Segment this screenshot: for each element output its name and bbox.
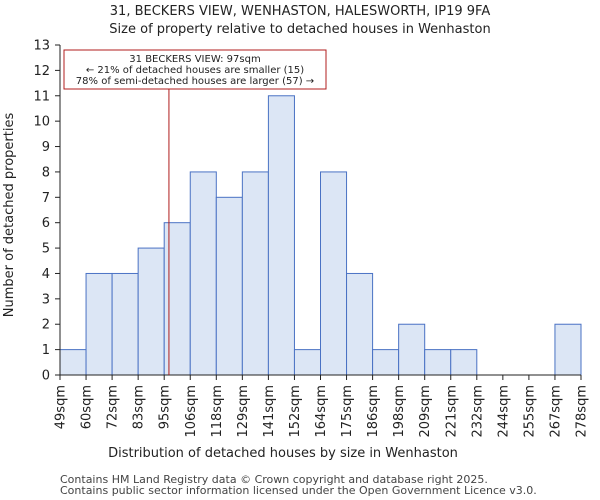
x-tick-label: 209sqm <box>418 385 433 438</box>
y-tick-label: 8 <box>42 165 50 180</box>
x-tick-label: 232sqm <box>470 385 485 438</box>
x-tick-label: 186sqm <box>366 385 381 438</box>
x-tick-label: 106sqm <box>184 385 199 438</box>
x-axis-label: Distribution of detached houses by size … <box>108 446 458 461</box>
bar-221sqm <box>450 349 478 376</box>
x-axis-ticks: 49sqm 60sqm 72sqm 83sqm 95sqm 106sqm 118sqm 129… <box>54 375 590 438</box>
y-tick-label: 9 <box>42 140 50 155</box>
x-tick-label: 152sqm <box>288 385 303 438</box>
y-tick-label: 12 <box>33 64 50 79</box>
x-tick-label: 118sqm <box>210 385 225 438</box>
y-tick-label: 1 <box>42 343 50 358</box>
bars-group <box>59 95 582 376</box>
bar-129sqm <box>241 171 269 376</box>
bar-186sqm <box>372 349 400 376</box>
x-tick-label: 198sqm <box>392 385 407 438</box>
y-tick-label: 7 <box>42 191 50 206</box>
y-tick-label: 2 <box>42 318 50 333</box>
x-tick-label: 95sqm <box>158 385 173 429</box>
x-tick-label: 244sqm <box>496 385 511 438</box>
x-tick-label: 129sqm <box>236 385 251 438</box>
y-tick-label: 13 <box>33 39 50 54</box>
bar-175sqm <box>346 272 374 376</box>
x-tick-label: 164sqm <box>314 385 329 438</box>
bar-49sqm <box>59 349 87 376</box>
annotation-line-1: 31 BECKERS VIEW: 97sqm <box>129 54 260 65</box>
y-tick-label: 11 <box>33 89 50 104</box>
y-tick-label: 10 <box>33 115 50 130</box>
x-tick-label: 278sqm <box>575 385 590 438</box>
bar-83sqm <box>137 247 165 376</box>
bar-106sqm <box>189 171 217 376</box>
annotation-box-frame <box>63 49 327 90</box>
x-tick-label: 141sqm <box>262 385 277 438</box>
bar-209sqm <box>424 349 452 376</box>
chart-subtitle: Size of property relative to detached ho… <box>109 22 490 37</box>
x-tick-label: 175sqm <box>340 385 355 438</box>
y-tick-label: 5 <box>42 242 50 257</box>
x-tick-label: 49sqm <box>54 385 69 429</box>
annotation-line-2: ← 21% of detached houses are smaller (15… <box>86 65 304 76</box>
bar-198sqm <box>398 323 426 376</box>
bar-152sqm <box>293 349 322 376</box>
x-tick-label: 221sqm <box>444 385 459 438</box>
y-tick-label: 4 <box>42 267 50 282</box>
chart-title: 31, BECKERS VIEW, WENHASTON, HALESWORTH,… <box>110 4 491 19</box>
y-tick-label: 3 <box>42 292 50 307</box>
y-tick-label: 6 <box>42 216 50 231</box>
x-tick-label: 267sqm <box>548 385 563 438</box>
bar-164sqm <box>320 171 348 376</box>
footer-line-2: Contains public sector information licen… <box>60 484 537 497</box>
footer-line-1: Contains HM Land Registry data © Crown c… <box>60 473 488 486</box>
y-axis-label: Number of detached properties <box>2 113 17 318</box>
x-tick-label: 72sqm <box>106 385 121 429</box>
bar-118sqm <box>215 196 243 376</box>
annotation-box: 31 BECKERS VIEW: 97sqm ← 21% of detached… <box>63 49 327 90</box>
bar-72sqm <box>111 272 139 376</box>
y-tick-label: 0 <box>42 369 50 384</box>
bar-141sqm <box>267 95 295 376</box>
x-tick-label: 255sqm <box>522 385 537 438</box>
bar-60sqm <box>85 272 113 376</box>
x-tick-label: 60sqm <box>80 385 95 429</box>
annotation-line-3: 78% of semi-detached houses are larger (… <box>76 76 314 87</box>
bar-95sqm <box>163 222 191 376</box>
bar-267sqm <box>554 323 582 376</box>
x-tick-label: 83sqm <box>132 385 147 429</box>
